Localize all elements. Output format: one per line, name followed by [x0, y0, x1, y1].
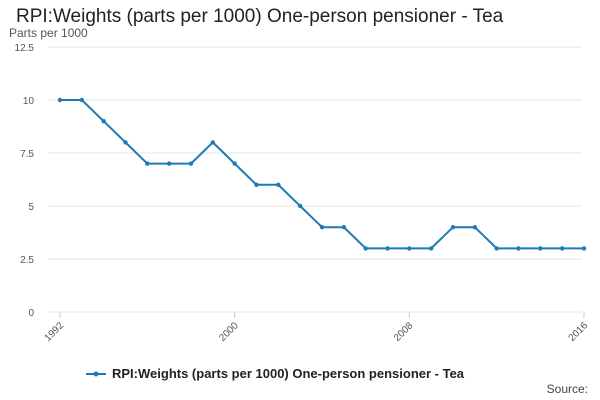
legend[interactable]: RPI:Weights (parts per 1000) One-person …: [86, 366, 464, 381]
y-tick-label: 5: [28, 202, 34, 213]
data-point: [166, 161, 172, 166]
data-point: [232, 161, 237, 166]
legend-swatch: [86, 371, 106, 376]
data-point: [581, 246, 587, 251]
legend-dot: [93, 371, 99, 376]
data-point: [363, 246, 368, 251]
y-tick-label: 2.5: [20, 255, 34, 266]
chart-title: RPI:Weights (parts per 1000) One-person …: [16, 6, 504, 27]
legend-label: RPI:Weights (parts per 1000) One-person …: [112, 366, 465, 381]
y-tick-label: 0: [28, 308, 34, 319]
source-label: Source:: [546, 382, 588, 396]
y-axis-label: Parts per 1000: [9, 26, 88, 40]
data-point: [123, 140, 128, 145]
data-point: [450, 225, 456, 230]
data-point: [101, 119, 106, 124]
data-point: [319, 225, 325, 230]
data-point: [385, 246, 390, 251]
data-point: [254, 182, 259, 187]
data-point: [276, 182, 281, 187]
data-point: [472, 225, 478, 230]
data-point: [538, 246, 543, 251]
data-point: [210, 140, 216, 145]
data-point: [297, 203, 303, 209]
data-point: [79, 97, 85, 103]
data-point: [188, 161, 194, 166]
y-tick-label: 7.5: [20, 149, 34, 160]
data-point: [57, 97, 63, 103]
data-point: [559, 246, 565, 251]
x-tick-label: 2008: [392, 320, 416, 344]
data-point: [516, 246, 521, 251]
data-point: [428, 246, 434, 251]
x-tick-label: 1992: [43, 320, 67, 344]
y-tick-label: 10: [23, 96, 35, 107]
x-tick-label: 2016: [567, 320, 591, 344]
data-point: [494, 246, 499, 251]
data-point: [407, 246, 412, 251]
x-tick-label: 2000: [217, 320, 241, 344]
y-tick-label: 12.5: [15, 43, 35, 54]
data-point: [341, 225, 347, 230]
data-point: [145, 161, 150, 166]
